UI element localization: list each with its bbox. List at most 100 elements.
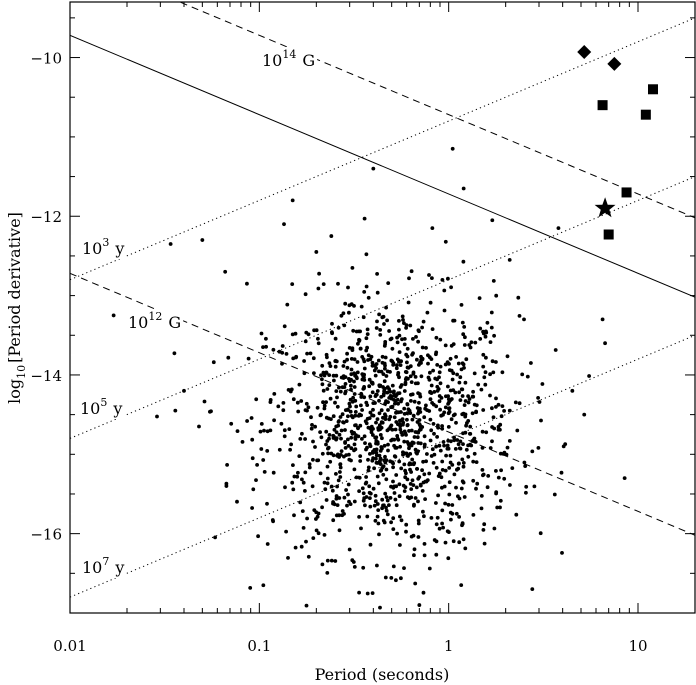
pulsar-point xyxy=(379,408,384,413)
pulsar-point xyxy=(320,505,324,510)
pulsar-point xyxy=(382,443,387,448)
pulsar-point xyxy=(435,435,439,439)
y-tick-label: −14 xyxy=(30,367,62,385)
pulsar-point xyxy=(368,394,373,399)
pulsar-point xyxy=(363,441,367,445)
pulsar-point xyxy=(470,411,475,416)
pulsar-point xyxy=(462,403,467,407)
pulsar-point xyxy=(292,474,297,479)
pulsar-point xyxy=(354,404,359,409)
pulsar-point xyxy=(299,544,304,549)
pulsar-point xyxy=(436,387,441,391)
pulsar-point xyxy=(334,472,338,476)
pulsar-point xyxy=(312,371,316,375)
pulsar-point xyxy=(223,269,228,274)
pulsar-point xyxy=(340,509,345,513)
pulsar-point xyxy=(455,372,459,377)
pulsar-point xyxy=(329,417,333,421)
pulsar-point xyxy=(402,406,407,411)
pulsar-point xyxy=(482,522,487,527)
pulsar-point xyxy=(415,357,419,362)
pulsar-point xyxy=(387,417,392,422)
pulsar-point xyxy=(352,565,357,569)
pulsar-point xyxy=(402,489,407,493)
pulsar-point xyxy=(366,425,371,430)
dashed-reference-line xyxy=(178,2,695,219)
pulsar-point xyxy=(357,337,361,342)
pulsar-point xyxy=(429,454,434,458)
pulsar-point xyxy=(559,470,564,475)
pulsar-point xyxy=(428,300,433,305)
pulsar-point xyxy=(355,370,360,375)
pulsar-point xyxy=(352,379,356,384)
pulsar-point xyxy=(375,514,380,519)
pulsar-point xyxy=(284,529,288,534)
pulsar-point xyxy=(384,305,388,310)
pulsar-point xyxy=(561,444,566,449)
pulsar-point xyxy=(375,272,379,276)
pulsar-point xyxy=(478,337,483,341)
pulsar-point xyxy=(291,487,296,492)
pulsar-point xyxy=(378,462,383,466)
pulsar-point xyxy=(389,336,394,341)
pulsar-point xyxy=(498,427,502,432)
pulsar-point xyxy=(522,317,526,322)
pulsar-point xyxy=(336,478,341,483)
pulsar-point xyxy=(350,266,355,270)
pulsar-point xyxy=(405,360,409,365)
pulsar-point xyxy=(494,491,498,496)
pulsar-point xyxy=(374,447,379,452)
pulsar-point xyxy=(298,500,303,505)
pulsar-point xyxy=(471,478,476,483)
pulsar-point xyxy=(320,562,325,567)
pulsar-point xyxy=(389,576,394,580)
pulsar-point xyxy=(369,354,374,359)
pulsar-point xyxy=(385,318,389,323)
pulsar-point xyxy=(439,413,444,418)
pulsar-point xyxy=(502,476,507,481)
pulsar-point xyxy=(427,355,432,360)
pulsar-point xyxy=(414,335,418,339)
pulsar-point xyxy=(347,457,352,462)
square-marker xyxy=(640,109,651,120)
pulsar-point xyxy=(304,539,308,544)
pulsar-point xyxy=(530,449,535,454)
pulsar-point xyxy=(409,495,414,500)
pulsar-point xyxy=(344,419,349,423)
x-tick-label: 10 xyxy=(628,637,647,655)
pulsar-point xyxy=(437,526,442,531)
pulsar-point xyxy=(282,324,287,329)
pulsar-point xyxy=(377,453,382,458)
pulsar-point xyxy=(403,475,408,480)
pulsar-point xyxy=(339,453,343,457)
pulsar-point xyxy=(271,470,276,475)
pulsar-point xyxy=(404,326,408,330)
solid-reference-line xyxy=(70,34,695,298)
pulsar-point xyxy=(468,424,473,429)
pulsar-point xyxy=(324,429,329,434)
pulsar-point xyxy=(427,566,432,571)
pulsar-point xyxy=(325,439,330,443)
pulsar-point xyxy=(354,433,358,437)
pulsar-point xyxy=(325,571,330,575)
pulsar-point xyxy=(409,399,413,403)
pulsar-point xyxy=(377,369,381,374)
pulsar-point xyxy=(365,514,370,519)
pulsar-point xyxy=(540,382,545,386)
pulsar-point xyxy=(342,495,347,500)
pulsar-point xyxy=(407,446,411,451)
pulsar-point xyxy=(392,437,397,442)
pulsar-point xyxy=(306,405,311,410)
pulsar-point xyxy=(346,482,351,487)
pulsar-point xyxy=(412,547,417,552)
pulsar-point xyxy=(525,374,530,379)
pulsar-point xyxy=(389,405,393,410)
pulsar-point xyxy=(394,503,399,508)
pulsar-point xyxy=(359,304,364,309)
pulsar-point xyxy=(427,273,431,277)
pulsar-point xyxy=(404,529,408,534)
pulsar-point xyxy=(303,292,308,297)
pulsar-point xyxy=(225,463,230,467)
pulsar-point xyxy=(392,398,396,402)
pulsar-point xyxy=(461,332,466,337)
